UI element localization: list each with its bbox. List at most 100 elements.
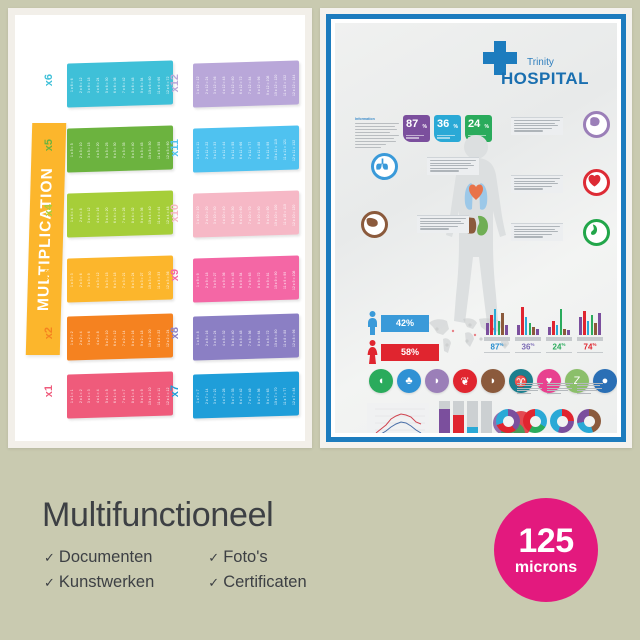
multiplication-equation-grid: 1 x 6 = 6 2 x 6 = 12 3 x 6 = 18 4 x 6 = 24 5… [70, 69, 170, 101]
multiplication-equation-grid: 1 x 9 = 9 2 x 9 = 18 3 x 9 = 27 4 x 9 = 36 5… [196, 264, 296, 296]
multiplication-equation: 9 x 7 = 63 [265, 388, 270, 404]
hospital-brand-name: Trinity [527, 57, 554, 68]
multiplication-equation: 3 x 10 = 30 [213, 206, 218, 224]
stat-unit: % [422, 124, 427, 130]
sleep-bed-icon: Z [565, 369, 589, 393]
multiplication-equation: 6 x 9 = 54 [239, 272, 244, 288]
check-icon: ✓ [208, 575, 220, 590]
feature-column-left: ✓ Documenten ✓ Kunstwerken [44, 548, 154, 598]
multiplication-equation: 1 x 7 = 7 [196, 389, 200, 403]
multiplication-equation: 10 x 1 = 10 [148, 387, 153, 405]
footer-text-block [577, 383, 603, 395]
liver-icon [361, 211, 388, 238]
callout-lungs-text [427, 157, 479, 175]
multiplication-table-label: x4 [43, 204, 55, 217]
multiplication-table-x10: x10 1 x 10 = 10 2 x 10 = 20 3 x 10 = 30 4 x … [169, 190, 299, 238]
feature-label: Certificaten [223, 573, 307, 591]
multiplication-equation: 10 x 8 = 80 [274, 329, 279, 347]
multiplication-table-card: 1 x 7 = 7 2 x 7 = 14 3 x 7 = 21 4 x 7 = 28 5… [193, 371, 299, 419]
multiplication-equation: 6 x 10 = 60 [239, 206, 244, 224]
callout-brain-text [511, 117, 563, 135]
multiplication-equation: 4 x 3 = 12 [96, 272, 101, 288]
multiplication-table-label: x8 [169, 327, 181, 340]
stat-value: 24 [468, 118, 481, 130]
information-text-block: Information [355, 117, 399, 150]
check-icon: ✓ [44, 550, 55, 565]
multiplication-equation: 5 x 4 = 20 [104, 207, 109, 223]
multiplication-table-card: 1 x 6 = 6 2 x 6 = 12 3 x 6 = 18 4 x 6 = 24 5… [67, 60, 173, 108]
multiplication-table-label: x10 [169, 204, 181, 223]
bar [548, 327, 551, 335]
multiplication-equation: 10 x 7 = 70 [274, 387, 279, 405]
bar [528, 323, 532, 335]
multiplication-equation: 11 x 8 = 88 [282, 329, 287, 347]
multiplication-equation: 11 x 2 = 22 [156, 329, 161, 347]
gender-stat-value: 42% [381, 314, 429, 332]
multiplication-equation: 11 x 11 = 121 [282, 139, 287, 161]
multiplication-equation: 4 x 5 = 20 [96, 142, 101, 158]
callout-heart-text [511, 175, 563, 193]
bar-chart-statistics: 87% 36% 24% 74% [484, 305, 603, 354]
check-icon: ✓ [208, 550, 220, 565]
stat-box: 36% [434, 115, 461, 142]
hospital-infographic-poster: Trinity HOSPITAL Information 87% 36% 24% [320, 8, 632, 448]
column-bar [467, 401, 478, 433]
information-heading: Information [355, 117, 375, 121]
multiplication-equation: 6 x 3 = 18 [113, 272, 118, 288]
callout-heart [511, 175, 563, 193]
gender-stat-value: 58% [381, 343, 439, 361]
bar [594, 323, 597, 335]
bar [552, 321, 555, 335]
multiplication-equation: 6 x 8 = 48 [239, 330, 244, 346]
donut-chart [577, 409, 601, 433]
multiplication-equation: 2 x 6 = 12 [78, 77, 83, 93]
poster-blue-frame: Trinity HOSPITAL Information 87% 36% 24% [326, 14, 626, 442]
microns-unit: microns [514, 558, 578, 576]
multiplication-equation: 9 x 11 = 99 [265, 141, 270, 159]
gender-stat-row: 42% [367, 311, 439, 335]
multiplication-table-card: 1 x 12 = 12 2 x 12 = 24 3 x 12 = 36 4 x 12 … [193, 60, 299, 108]
feature-item: ✓ Kunstwerken [44, 573, 154, 592]
multiplication-equation: 3 x 2 = 6 [87, 331, 92, 345]
multiplication-table-card: 1 x 8 = 8 2 x 8 = 16 3 x 8 = 24 4 x 8 = 32 5… [193, 313, 299, 361]
multiplication-equation: 10 x 3 = 30 [148, 271, 153, 289]
lungs-icon [371, 153, 398, 180]
medical-cross-icon [483, 41, 517, 75]
bar [486, 323, 489, 335]
callout-brain [511, 117, 563, 135]
multiplication-equation: 6 x 12 = 72 [239, 76, 244, 94]
bar-stat-value: 87% [484, 342, 510, 354]
multiplication-equation: 9 x 5 = 45 [139, 142, 144, 158]
multiplication-equation: 11 x 1 = 11 [156, 387, 161, 405]
bar [579, 317, 582, 335]
multiplication-equation: 2 x 9 = 18 [204, 272, 209, 288]
multiplication-equation: 6 x 5 = 30 [113, 142, 118, 158]
multiplication-equation: 4 x 7 = 28 [222, 388, 227, 404]
multiplication-equation: 2 x 8 = 16 [204, 330, 209, 346]
multiplication-equation: 7 x 11 = 77 [248, 141, 253, 159]
multiplication-equation: 7 x 10 = 70 [248, 206, 253, 224]
multiplication-equation: 5 x 12 = 60 [230, 76, 235, 94]
stat-unit: % [453, 124, 458, 130]
multiplication-equation: 10 x 12 = 120 [274, 74, 279, 96]
multiplication-equation: 2 x 12 = 24 [204, 76, 209, 94]
multiplication-equation: 10 x 4 = 40 [148, 206, 153, 224]
bar [493, 309, 497, 335]
multiplication-equation: 3 x 9 = 27 [213, 272, 218, 288]
multiplication-equation: 12 x 8 = 96 [291, 329, 296, 347]
donut-chart [496, 409, 520, 433]
heart-organ-icon: ❦ [453, 369, 477, 393]
hospital-logo: Trinity HOSPITAL [475, 39, 605, 95]
callout-lungs [427, 157, 479, 175]
multiplication-table-label: x2 [43, 327, 55, 340]
multiplication-equation: 6 x 11 = 66 [239, 141, 244, 159]
multiplication-table-card: 1 x 5 = 5 2 x 5 = 10 3 x 5 = 15 4 x 5 = 20 5… [67, 125, 173, 173]
multiplication-poster: MULTIPLICATION x6 1 x 6 = 6 2 x 6 = 12 3 x … [8, 8, 312, 448]
multiplication-equation: 11 x 10 = 110 [282, 204, 287, 226]
tooth-icon: ♈ [509, 369, 533, 393]
multiplication-equation: 7 x 12 = 84 [248, 76, 253, 94]
multiplication-equation: 7 x 3 = 21 [122, 272, 127, 288]
multiplication-title-text: MULTIPLICATION [34, 167, 57, 311]
